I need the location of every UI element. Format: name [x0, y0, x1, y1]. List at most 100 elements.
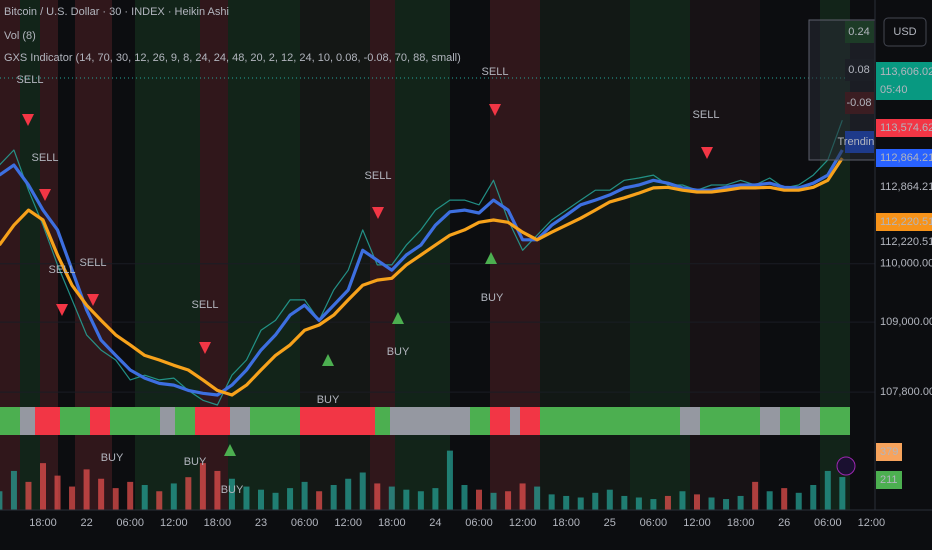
status-segment	[510, 407, 520, 435]
volume-bar	[156, 491, 163, 510]
volume-bar	[563, 495, 570, 510]
price-label: 113,574.62	[880, 122, 932, 134]
volume-bar	[824, 470, 831, 510]
x-tick-label: 22	[80, 517, 92, 529]
volume-bar	[621, 495, 628, 510]
volume-bar	[461, 485, 468, 510]
volume-label-bg	[876, 443, 902, 461]
regime-band	[0, 0, 20, 510]
x-tick-label: 06:00	[640, 517, 668, 529]
signal-label: SELL	[365, 170, 392, 182]
status-segment	[490, 407, 510, 435]
alert-icon	[836, 456, 856, 476]
sell-arrow	[701, 147, 713, 159]
status-segment	[780, 407, 800, 435]
volume-bar	[708, 497, 715, 510]
volume-bar	[40, 463, 46, 510]
volume-bar	[345, 478, 352, 510]
price-label: 112,220.51	[880, 236, 932, 248]
buy-arrow	[392, 312, 404, 324]
price-label-bg	[876, 149, 932, 167]
table-value: 0.08	[848, 64, 869, 76]
volume-bar	[316, 491, 323, 510]
status-segment	[110, 407, 160, 435]
volume-bar	[54, 475, 61, 510]
volume-bar	[287, 488, 294, 510]
indicator-label: Vol (8)	[4, 30, 36, 42]
signal-label: BUY	[387, 346, 410, 358]
volume-bar	[737, 495, 744, 510]
x-tick-label: 06:00	[291, 517, 319, 529]
sell-arrow	[372, 207, 384, 219]
volume-bar	[388, 486, 395, 510]
volume-bar	[403, 489, 410, 510]
x-tick-label: 18:00	[727, 517, 755, 529]
volume-label-bg	[876, 471, 902, 489]
x-tick-label: 12:00	[858, 517, 886, 529]
volume-bar	[374, 483, 381, 510]
status-segment	[375, 407, 390, 435]
buy-arrow	[224, 444, 236, 456]
volume-bar	[272, 492, 279, 510]
volume-bar	[635, 497, 642, 510]
status-segment	[250, 407, 300, 435]
x-tick-label: 25	[604, 517, 616, 529]
volume-bar	[83, 469, 90, 510]
status-segment	[20, 407, 35, 435]
volume-bar	[243, 486, 250, 510]
background-bands	[0, 0, 875, 510]
x-tick-label: 18:00	[552, 517, 580, 529]
volume-bar	[723, 499, 730, 510]
volume-bar	[0, 491, 3, 510]
status-segment	[195, 407, 230, 435]
x-tick-label: 23	[255, 517, 267, 529]
price-label: 112,220.51	[880, 216, 932, 228]
volume-bar	[650, 499, 657, 510]
volume-bar	[199, 463, 206, 510]
sell-arrow	[56, 304, 68, 316]
table-value: 0.24	[848, 26, 869, 38]
signal-label: BUY	[101, 452, 124, 464]
volume-bar	[752, 481, 759, 510]
volume-bar	[577, 497, 584, 510]
buy-arrow	[485, 252, 497, 264]
volume-bar	[694, 494, 700, 510]
volume-bar	[839, 477, 846, 510]
price-label: 112,864.21	[880, 152, 932, 164]
volume-bar	[766, 491, 773, 510]
signal-label: SELL	[49, 264, 76, 276]
volume-bar	[592, 492, 599, 510]
table-value: Trending	[837, 136, 880, 148]
signal-label: BUY	[317, 394, 340, 406]
volume-bar	[781, 488, 788, 510]
indicator-label: GXS Indicator (14, 70, 30, 12, 26, 9, 8,…	[4, 52, 461, 64]
signal-label: BUY	[221, 484, 244, 496]
sell-arrow	[87, 294, 99, 306]
y-tick-label: 109,000.00	[880, 316, 932, 328]
table-cell	[845, 92, 874, 114]
status-segment	[520, 407, 540, 435]
currency[interactable]: USD	[893, 26, 916, 38]
volume-bar	[606, 489, 613, 510]
volume-bar	[795, 492, 802, 510]
sell-arrow	[22, 114, 34, 126]
y-tick-label: 107,800.00	[880, 386, 932, 398]
chart-title: Bitcoin / U.S. Dollar · 30 · INDEX · Hei…	[4, 6, 229, 18]
volume-bar	[505, 491, 512, 510]
volume-bar	[432, 488, 439, 510]
volume-bar	[490, 492, 497, 510]
x-tick-label: 12:00	[509, 517, 537, 529]
series-line	[0, 149, 844, 397]
x-tick-label: 18:00	[378, 517, 406, 529]
status-segment	[230, 407, 250, 435]
countdown: 05:40	[880, 84, 908, 96]
currency-button[interactable]	[883, 17, 927, 47]
series-line	[0, 157, 844, 397]
price-label-bg	[876, 213, 932, 231]
x-tick-label: 06:00	[465, 517, 493, 529]
status-segment	[90, 407, 110, 435]
volume-label: 211	[880, 474, 898, 486]
plot-area: SELL SELL SELL SELL SELL SELL SELL SELL BUY BUY BU…	[0, 19, 881, 510]
signal-label: BUY	[184, 456, 207, 468]
